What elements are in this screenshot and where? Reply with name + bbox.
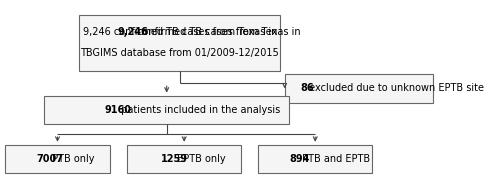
Text: PTB only: PTB only bbox=[50, 154, 95, 164]
FancyBboxPatch shape bbox=[284, 75, 433, 102]
Text: 9160: 9160 bbox=[104, 105, 132, 115]
Text: confirmed TB cases from Texas in: confirmed TB cases from Texas in bbox=[134, 27, 300, 37]
Text: EPTB only: EPTB only bbox=[174, 154, 226, 164]
Text: 9,246 confirmed TB cases from Texas in: 9,246 confirmed TB cases from Texas in bbox=[82, 27, 277, 37]
Text: 7007: 7007 bbox=[36, 154, 63, 164]
Text: excluded due to unknown EPTB site: excluded due to unknown EPTB site bbox=[306, 84, 484, 93]
Text: 894: 894 bbox=[289, 154, 310, 164]
FancyBboxPatch shape bbox=[258, 145, 372, 173]
FancyBboxPatch shape bbox=[80, 15, 280, 71]
FancyBboxPatch shape bbox=[5, 145, 110, 173]
FancyBboxPatch shape bbox=[128, 145, 241, 173]
Text: 86: 86 bbox=[300, 84, 314, 93]
Text: 9,246: 9,246 bbox=[118, 27, 148, 37]
Text: patients included in the analysis: patients included in the analysis bbox=[118, 105, 280, 115]
Text: TBGIMS database from 01/2009-12/2015: TBGIMS database from 01/2009-12/2015 bbox=[80, 48, 279, 58]
FancyBboxPatch shape bbox=[44, 96, 289, 124]
Text: 1259: 1259 bbox=[161, 154, 188, 164]
Text: PTB and EPTB: PTB and EPTB bbox=[299, 154, 370, 164]
